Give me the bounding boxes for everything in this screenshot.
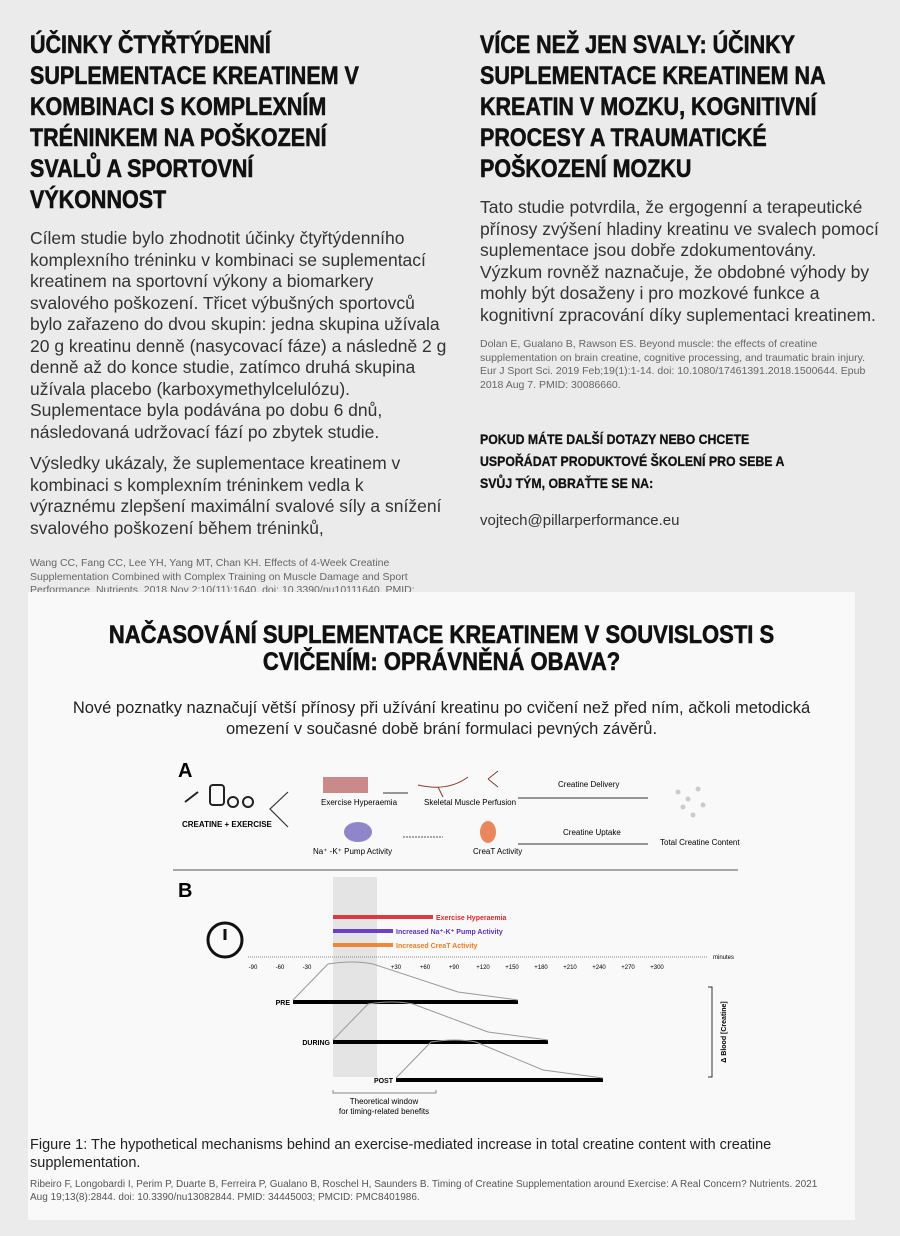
- exercise-hyperaemia-label: Exercise Hyperaemia: [321, 798, 398, 807]
- total-content-label: Total Creatine Content: [660, 838, 740, 847]
- left-paragraph-1: Cílem studie bylo zhodnotit účinky čtyřt…: [30, 228, 447, 442]
- contact-email[interactable]: vojtech@pillarperformance.eu: [480, 512, 680, 529]
- concentration-curve: [395, 1039, 604, 1079]
- right-paragraph: Tato studie potvrdila, že ergogenní a te…: [480, 197, 879, 325]
- pump-activity-label: Na⁺ -K⁺ Pump Activity: [313, 847, 392, 856]
- exercise-window-shade: [333, 877, 377, 1077]
- skeletal-perfusion-label: Skeletal Muscle Perfusion: [424, 798, 516, 807]
- concentration-curve: [292, 961, 519, 1001]
- tick-label: +180: [534, 965, 548, 971]
- tick-label: -60: [276, 965, 285, 971]
- stopwatch-icon: [206, 921, 244, 959]
- legend-label: Exercise Hyperaemia: [436, 915, 507, 922]
- right-reference: Dolan E, Gualano B, Rawson ES. Beyond mu…: [480, 338, 866, 391]
- creatine-exercise-label: CREATINE + EXERCISE: [182, 820, 273, 829]
- row-bar: [293, 1000, 518, 1004]
- tick-label: -30: [303, 965, 312, 971]
- right-article: Více než jen svaly: účinky suplementace …: [480, 30, 880, 532]
- window-label-2: for timing-related benefits: [339, 1107, 429, 1116]
- creatine-particles-icon: [675, 786, 706, 818]
- y-axis-label: Δ Blood [Creatine]: [721, 1001, 728, 1062]
- legend-label: Increased Na⁺-K⁺ Pump Activity: [396, 929, 503, 936]
- pump-icon: [344, 822, 372, 842]
- row-label-pre: PRE: [276, 1000, 291, 1007]
- mechanism-figure: A CREATINE + EXERCISE Exercise Hyperaemi…: [173, 760, 740, 1116]
- row-bar: [396, 1078, 603, 1082]
- creat-transporter-icon: [480, 821, 496, 843]
- tick-label: -90: [249, 965, 258, 971]
- tick-label: +150: [505, 965, 519, 971]
- tick-label: +30: [391, 965, 402, 971]
- row-label-post: POST: [374, 1078, 394, 1085]
- figure-reference: Ribeiro F, Longobardi I, Perim P, Duarte…: [30, 1179, 818, 1203]
- creatine-delivery-label: Creatine Delivery: [558, 780, 619, 789]
- concentration-curve: [332, 1001, 549, 1041]
- tick-label: +60: [420, 965, 431, 971]
- tick-label: +240: [592, 965, 606, 971]
- contact-heading: Pokud máte další dotazy nebo chcete uspo…: [480, 431, 784, 491]
- panel-a-label: A: [178, 760, 192, 782]
- tick-label: +210: [563, 965, 577, 971]
- tick-label: +90: [449, 965, 460, 971]
- timing-subtitle: Nové poznatky naznačují větší přínosy př…: [72, 699, 811, 738]
- tick-label: +270: [621, 965, 635, 971]
- legend-label: Increased CreaT Activity: [396, 943, 478, 950]
- blood-vessel-icon: [417, 770, 499, 798]
- legend-bar: [333, 915, 433, 919]
- legend-bar: [333, 929, 393, 933]
- panel-b-label: B: [178, 880, 192, 902]
- muscle-fiber-icon: [323, 777, 368, 793]
- right-heading: Více než jen svaly: účinky suplementace …: [480, 31, 825, 184]
- tick-label: +300: [650, 965, 664, 971]
- creatine-uptake-label: Creatine Uptake: [563, 828, 621, 837]
- left-heading: Účinky čtyřtýdenní suplementace kreatine…: [30, 31, 359, 215]
- row-bar: [333, 1040, 548, 1044]
- creatine-exercise-icons: [184, 784, 254, 808]
- timing-heading: Načasování suplementace kreatinem v souv…: [108, 621, 775, 676]
- axis-unit: minutes: [713, 955, 734, 961]
- legend-bar: [333, 943, 393, 947]
- figure-caption: Figure 1: The hypothetical mechanisms be…: [30, 1137, 772, 1171]
- tick-label: +120: [476, 965, 490, 971]
- row-label-during: DURING: [302, 1040, 330, 1047]
- timing-panel: Načasování suplementace kreatinem v souv…: [28, 592, 855, 1220]
- left-paragraph-2: Výsledky ukázaly, že suplementace kreati…: [30, 453, 442, 538]
- creat-activity-label: CreaT Activity: [473, 847, 522, 856]
- window-label-1: Theoretical window: [350, 1097, 419, 1106]
- left-article: Účinky čtyřtýdenní suplementace kreatine…: [30, 30, 450, 611]
